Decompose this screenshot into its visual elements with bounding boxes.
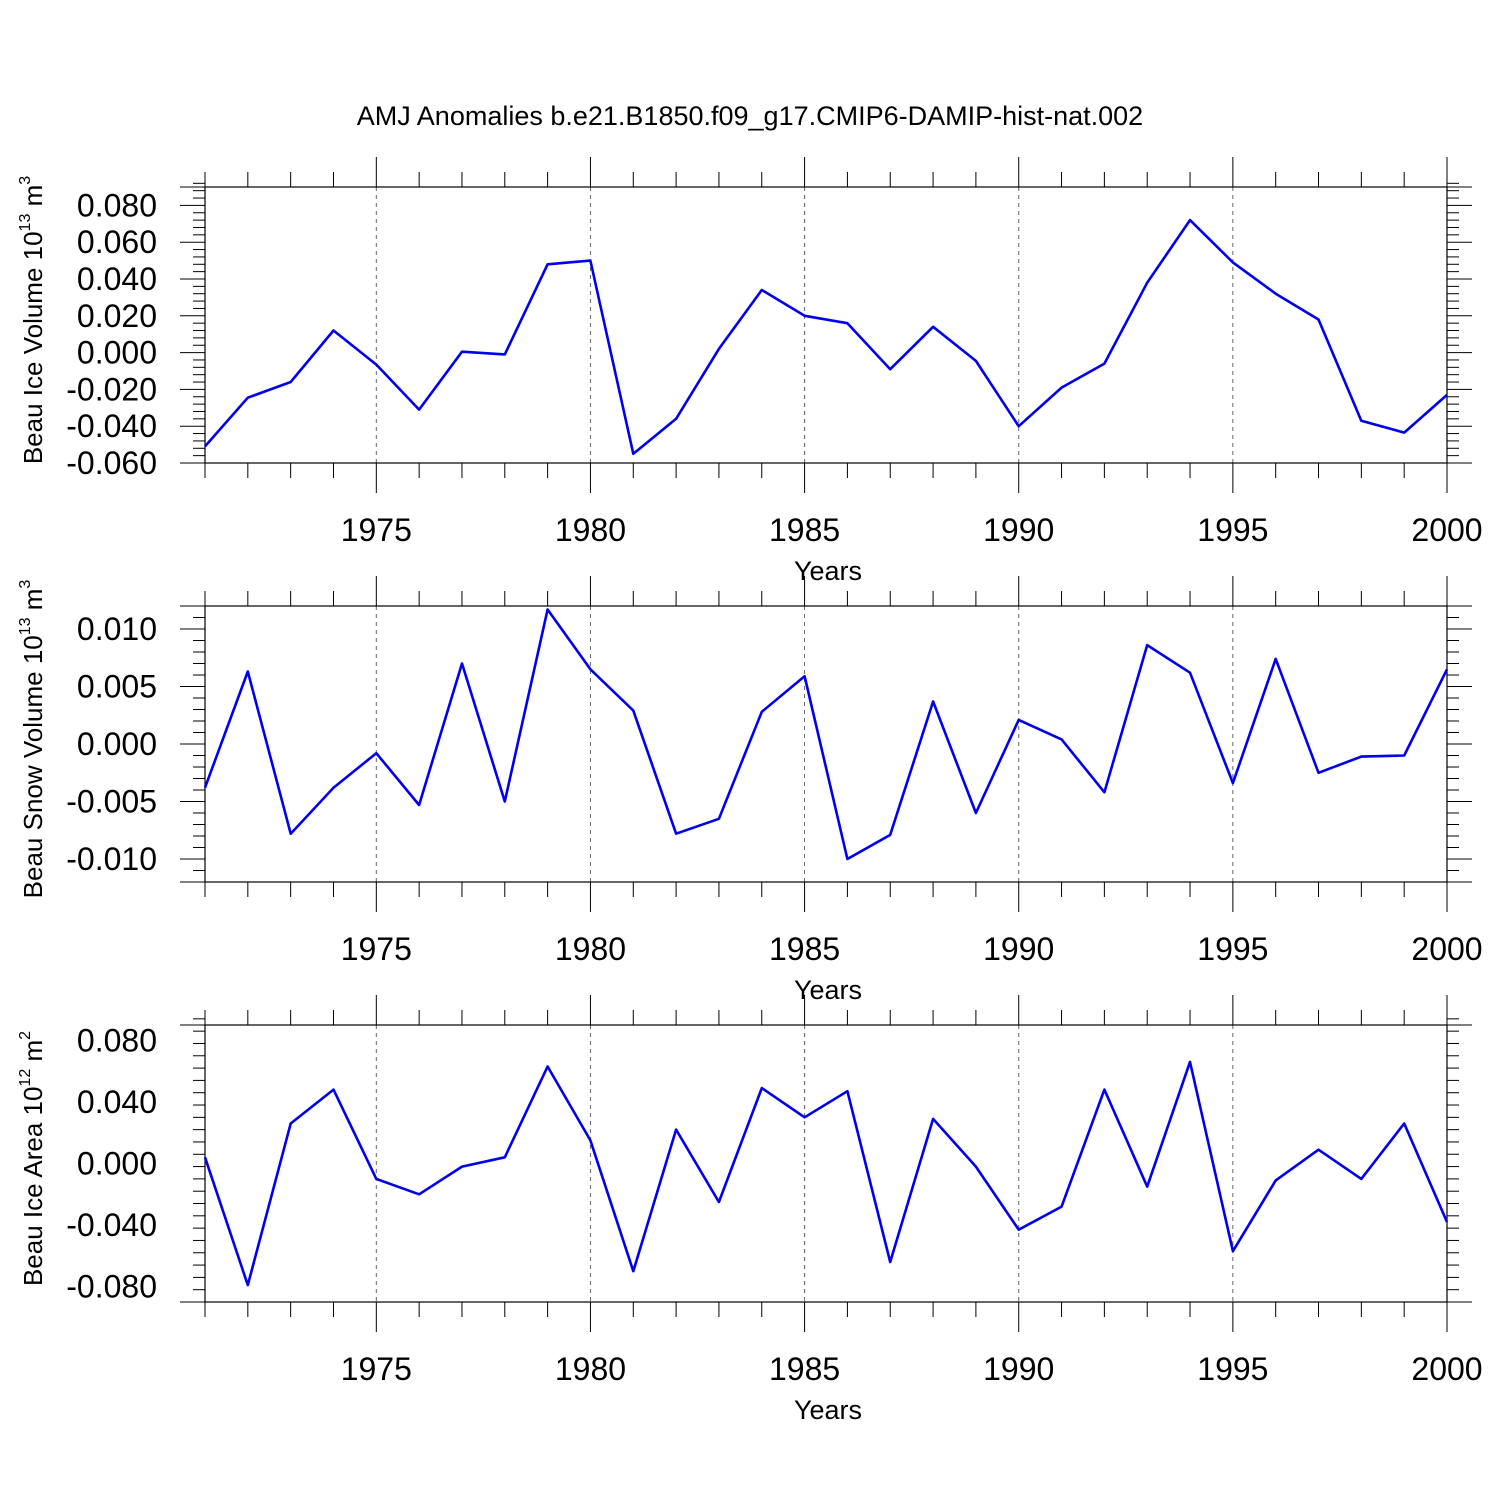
x-tick-label: 1985 [769, 931, 840, 967]
x-tick-label: 1995 [1197, 931, 1268, 967]
panel-snow-volume: -0.010 -0.005 0.000 0.005 0.010 1975 1980 1985… [17, 576, 1483, 1005]
y-tick-label: 0.020 [77, 298, 157, 334]
y-label-exponent: 12 [17, 1069, 34, 1087]
x-axis-label: Years [794, 1395, 862, 1425]
chart-title: AMJ Anomalies b.e21.B1850.f09_g17.CMIP6-… [357, 101, 1143, 131]
plot-frame [204, 1024, 1448, 1303]
y-label-exponent: 13 [17, 214, 34, 232]
y-tick-labels: -0.060-0.040-0.0200.0000.0200.0400.0600.… [66, 187, 157, 481]
x-axis-label: Years [794, 975, 862, 1005]
grid-layer [375, 1025, 1234, 1302]
plot-frame [204, 605, 1448, 883]
x-axis-label: Years [794, 556, 862, 586]
y-tick-labels: -0.010 -0.005 0.000 0.005 0.010 [66, 611, 157, 877]
x-tick-label: 1990 [983, 1351, 1054, 1387]
y-tick-label: 0.000 [77, 1146, 157, 1182]
x-tick-label: 1975 [341, 1351, 412, 1387]
x-tick-label: 2000 [1411, 512, 1482, 548]
grid-layer [375, 606, 1234, 882]
y-tick-label: -0.040 [66, 408, 157, 444]
tick-layer [180, 576, 1472, 912]
x-tick-label: 2000 [1411, 931, 1482, 967]
series-line [203, 608, 1449, 861]
x-tick-label: 1980 [555, 931, 626, 967]
y-tick-label: 0.040 [77, 1084, 157, 1120]
y-label-unit-exponent: 2 [17, 1031, 34, 1040]
x-tick-label: 1975 [341, 931, 412, 967]
y-label-unit: m [18, 185, 48, 214]
y-tick-labels: -0.080 -0.040 0.000 0.040 0.080 [66, 1022, 157, 1304]
x-tick-label: 1990 [983, 512, 1054, 548]
y-label-unit-exponent: 3 [17, 580, 34, 589]
y-label-text: Beau Ice Volume 10 [18, 231, 48, 464]
x-tick-label: 1980 [555, 1351, 626, 1387]
y-label-exponent: 13 [17, 617, 34, 635]
y-tick-label: -0.005 [66, 784, 157, 820]
y-tick-label: 0.080 [77, 187, 157, 223]
x-tick-label: 1975 [341, 512, 412, 548]
grid-layer [375, 187, 1234, 463]
y-tick-label: 0.010 [77, 611, 157, 647]
y-tick-label: -0.020 [66, 371, 157, 407]
x-tick-label: 1995 [1197, 512, 1268, 548]
y-tick-label: -0.040 [66, 1207, 157, 1243]
y-label-text: Beau Snow Volume 10 [18, 635, 48, 898]
x-tick-label: 2000 [1411, 1351, 1482, 1387]
y-label-unit: m [18, 589, 48, 618]
y-label-text: Beau Ice Area 10 [18, 1087, 48, 1286]
y-tick-label: 0.005 [77, 669, 157, 705]
x-tick-label: 1985 [769, 1351, 840, 1387]
y-tick-label: -0.080 [66, 1269, 157, 1305]
y-axis-label: Beau Ice Area 1012 m2 [17, 1031, 48, 1286]
series-line [203, 1060, 1449, 1287]
y-tick-label: -0.010 [66, 841, 157, 877]
tick-layer [180, 157, 1472, 493]
y-tick-label: 0.060 [77, 224, 157, 260]
x-tick-labels: 1975 1980 1985 1990 1995 2000 [341, 931, 1483, 967]
y-label-unit: m [18, 1040, 48, 1069]
tick-layer [180, 995, 1472, 1332]
y-axis-label: Beau Snow Volume 1013 m3 [17, 580, 48, 899]
y-tick-label: 0.040 [77, 261, 157, 297]
y-tick-label: -0.060 [66, 445, 157, 481]
panel-ice-volume: -0.060-0.040-0.0200.0000.0200.0400.0600.… [17, 157, 1483, 586]
x-tick-label: 1990 [983, 931, 1054, 967]
y-tick-label: 0.080 [77, 1022, 157, 1058]
panel-ice-area: -0.080 -0.040 0.000 0.040 0.080 1975 1980 1985… [17, 995, 1483, 1425]
x-tick-labels: 1975 1980 1985 1990 1995 2000 [341, 512, 1483, 548]
x-tick-labels: 1975 1980 1985 1990 1995 2000 [341, 1351, 1483, 1387]
y-label-unit-exponent: 3 [17, 176, 34, 185]
y-axis-label: Beau Ice Volume 1013 m3 [17, 176, 48, 464]
x-tick-label: 1995 [1197, 1351, 1268, 1387]
series-line [204, 218, 1448, 456]
x-tick-label: 1980 [555, 512, 626, 548]
y-tick-label: 0.000 [77, 726, 157, 762]
y-tick-label: 0.000 [77, 335, 157, 371]
plot-frame [204, 186, 1448, 464]
x-tick-label: 1985 [769, 512, 840, 548]
